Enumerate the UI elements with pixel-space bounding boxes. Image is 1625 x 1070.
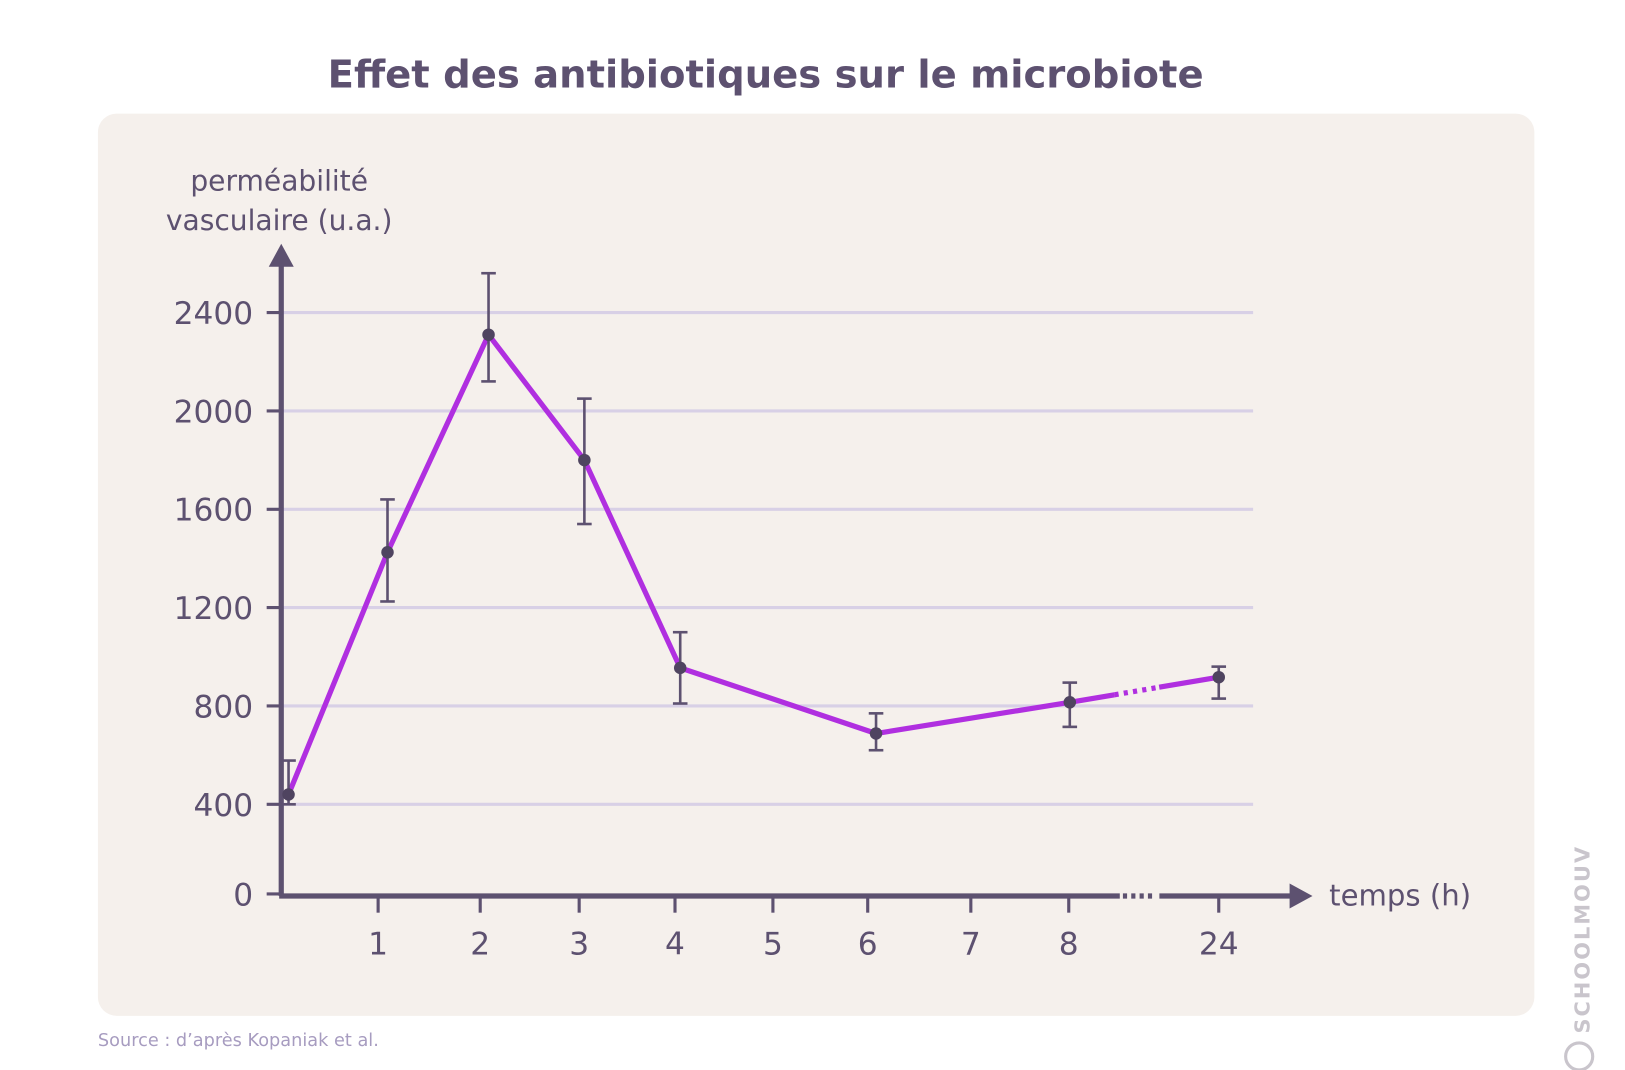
y-axis-label-line1: perméabilité xyxy=(190,165,368,198)
data-point xyxy=(1212,670,1225,684)
x-tick-label: 1 xyxy=(368,926,388,962)
x-tick-label: 4 xyxy=(665,926,685,962)
series-line-break xyxy=(1114,684,1160,698)
x-tick-label: 3 xyxy=(569,926,589,962)
data-point xyxy=(869,727,883,740)
data-point xyxy=(578,453,591,467)
y-axis-label-line2: vasculaire (u.a.) xyxy=(166,204,393,237)
series-line-segment xyxy=(1158,674,1220,690)
x-tick-label: 7 xyxy=(961,926,981,962)
x-tick-label: 5 xyxy=(763,926,783,962)
y-tick-label: 1600 xyxy=(174,493,254,529)
watermark: SCHOOLMOUV xyxy=(1564,845,1595,1070)
x-tick-label: 24 xyxy=(1199,926,1239,962)
y-tick-label: 800 xyxy=(193,689,253,725)
y-tick-label: 1200 xyxy=(174,591,254,627)
x-tick-label: 8 xyxy=(1059,926,1079,962)
series-line-segment xyxy=(1069,692,1115,705)
y-tick-label: 0 xyxy=(233,877,253,913)
data-point xyxy=(673,661,687,675)
watermark-text: SCHOOLMOUV xyxy=(1571,845,1595,1034)
copyright-icon xyxy=(1564,1041,1595,1070)
x-axis-label: temps (h) xyxy=(1329,878,1471,912)
x-tick-label: 2 xyxy=(470,926,490,962)
data-point xyxy=(1063,696,1077,709)
y-axis-arrow xyxy=(268,243,294,267)
data-point xyxy=(381,546,394,559)
data-point xyxy=(482,328,495,341)
y-tick-label: 400 xyxy=(193,788,253,824)
chart-title: Effet des antibiotiques sur le microbiot… xyxy=(328,53,1204,98)
plot-panel xyxy=(97,113,1535,1016)
data-point xyxy=(282,788,295,801)
y-tick-label: 2000 xyxy=(174,394,254,430)
x-tick-label: 6 xyxy=(858,926,878,962)
x-axis-arrow xyxy=(1289,883,1313,909)
y-tick-label: 2400 xyxy=(174,296,254,332)
source-note: Source : d’après Kopaniak et al. xyxy=(98,1031,379,1051)
